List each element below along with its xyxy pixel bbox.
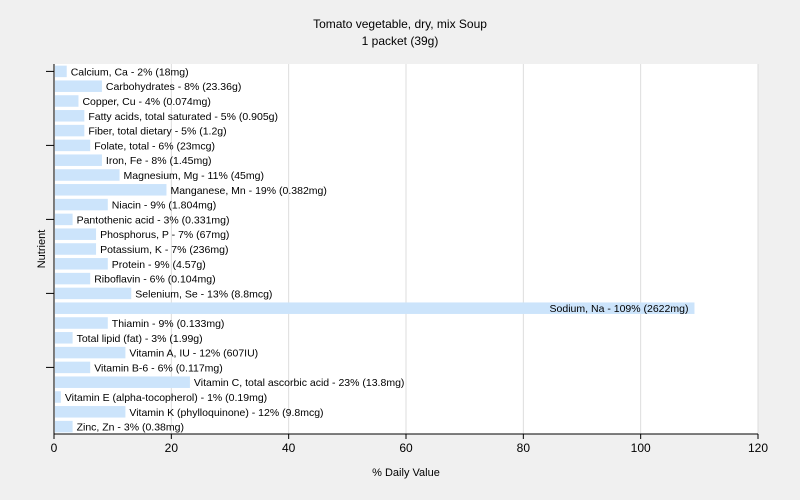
bar (55, 124, 85, 137)
bar (55, 287, 132, 300)
bar-label: Iron, Fe - 8% (1.45mg) (106, 155, 212, 167)
bar-labels: Calcium, Ca - 2% (18mg) Carbohydrates - 8… (65, 66, 689, 433)
bar (55, 258, 108, 270)
bar (55, 65, 67, 78)
chart-title: Tomato vegetable, dry, mix Soup (313, 17, 487, 31)
x-tick-label: 60 (399, 441, 413, 455)
bar-label: Riboflavin - 6% (0.104mg) (94, 274, 215, 286)
bar-label: Total lipid (fat) - 3% (1.99g) (77, 333, 203, 345)
bar-label: Magnesium, Mg - 11% (45mg) (124, 170, 264, 182)
bar (55, 361, 91, 374)
bar-label: Phosphorus, P - 7% (67mg) (100, 229, 229, 241)
x-tick-label: 0 (51, 441, 58, 455)
bar-label: Copper, Cu - 4% (0.074mg) (82, 96, 210, 108)
bar-label: Thiamin - 9% (0.133mg) (112, 318, 225, 330)
bar (55, 420, 73, 433)
bar (55, 139, 91, 152)
bar (55, 80, 102, 92)
bar-label: Vitamin K (phylloquinone) - 12% (9.8mcg) (129, 407, 323, 419)
bar (55, 169, 120, 181)
x-tick-label: 20 (165, 441, 179, 455)
bar-label: Vitamin A, IU - 12% (607IU) (129, 348, 258, 360)
bar (55, 198, 108, 211)
bar-label: Folate, total - 6% (23mcg) (94, 140, 215, 152)
bar-label: Niacin - 9% (1.804mg) (112, 200, 216, 212)
bar (55, 376, 190, 388)
bar-label: Carbohydrates - 8% (23.36g) (106, 81, 241, 93)
bar (55, 391, 61, 403)
bar-label: Potassium, K - 7% (236mg) (100, 244, 228, 256)
bar-label: Manganese, Mn - 19% (0.382mg) (170, 185, 326, 197)
y-axis-title: Nutrient (36, 230, 48, 269)
bar (55, 272, 91, 285)
bar (55, 302, 695, 314)
x-axis-title: % Daily Value (372, 467, 440, 479)
x-tick-label: 40 (282, 441, 296, 455)
bar (55, 406, 126, 418)
x-tick-label: 100 (631, 441, 651, 455)
bar (55, 317, 108, 329)
bar (55, 346, 126, 359)
gridlines (170, 64, 759, 434)
bar-label: Fatty acids, total saturated - 5% (0.905… (88, 111, 278, 123)
bar (55, 95, 79, 107)
bar (55, 228, 97, 240)
bar (55, 110, 85, 122)
bar-label: Vitamin C, total ascorbic acid - 23% (13… (194, 377, 404, 389)
bar (55, 154, 102, 166)
bar-label: Selenium, Se - 13% (8.8mcg) (135, 288, 272, 300)
bar (55, 213, 73, 226)
y-axis-ticks (46, 70, 54, 368)
bar (55, 243, 97, 255)
bar-label: Zinc, Zn - 3% (0.38mg) (77, 422, 184, 434)
x-tick-label: 80 (517, 441, 531, 455)
bar-label: Pantothenic acid - 3% (0.331mg) (77, 214, 230, 226)
bar-label: Calcium, Ca - 2% (18mg) (71, 66, 189, 78)
bar-label: Sodium, Na - 109% (2622mg) (550, 303, 689, 315)
bars (55, 65, 695, 433)
bar-label: Vitamin B-6 - 6% (0.117mg) (94, 362, 223, 374)
x-tick-label: 120 (748, 441, 768, 455)
chart-subtitle: 1 packet (39g) (362, 34, 439, 48)
bar-label: Vitamin E (alpha-tocopherol) - 1% (0.19m… (65, 392, 267, 404)
bar-label: Protein - 9% (4.57g) (112, 259, 206, 271)
bar-label: Fiber, total dietary - 5% (1.2g) (88, 126, 226, 138)
bar (55, 184, 167, 196)
x-axis-ticks: 0 20 40 60 80 100 120 (51, 434, 768, 455)
bar (55, 332, 73, 344)
